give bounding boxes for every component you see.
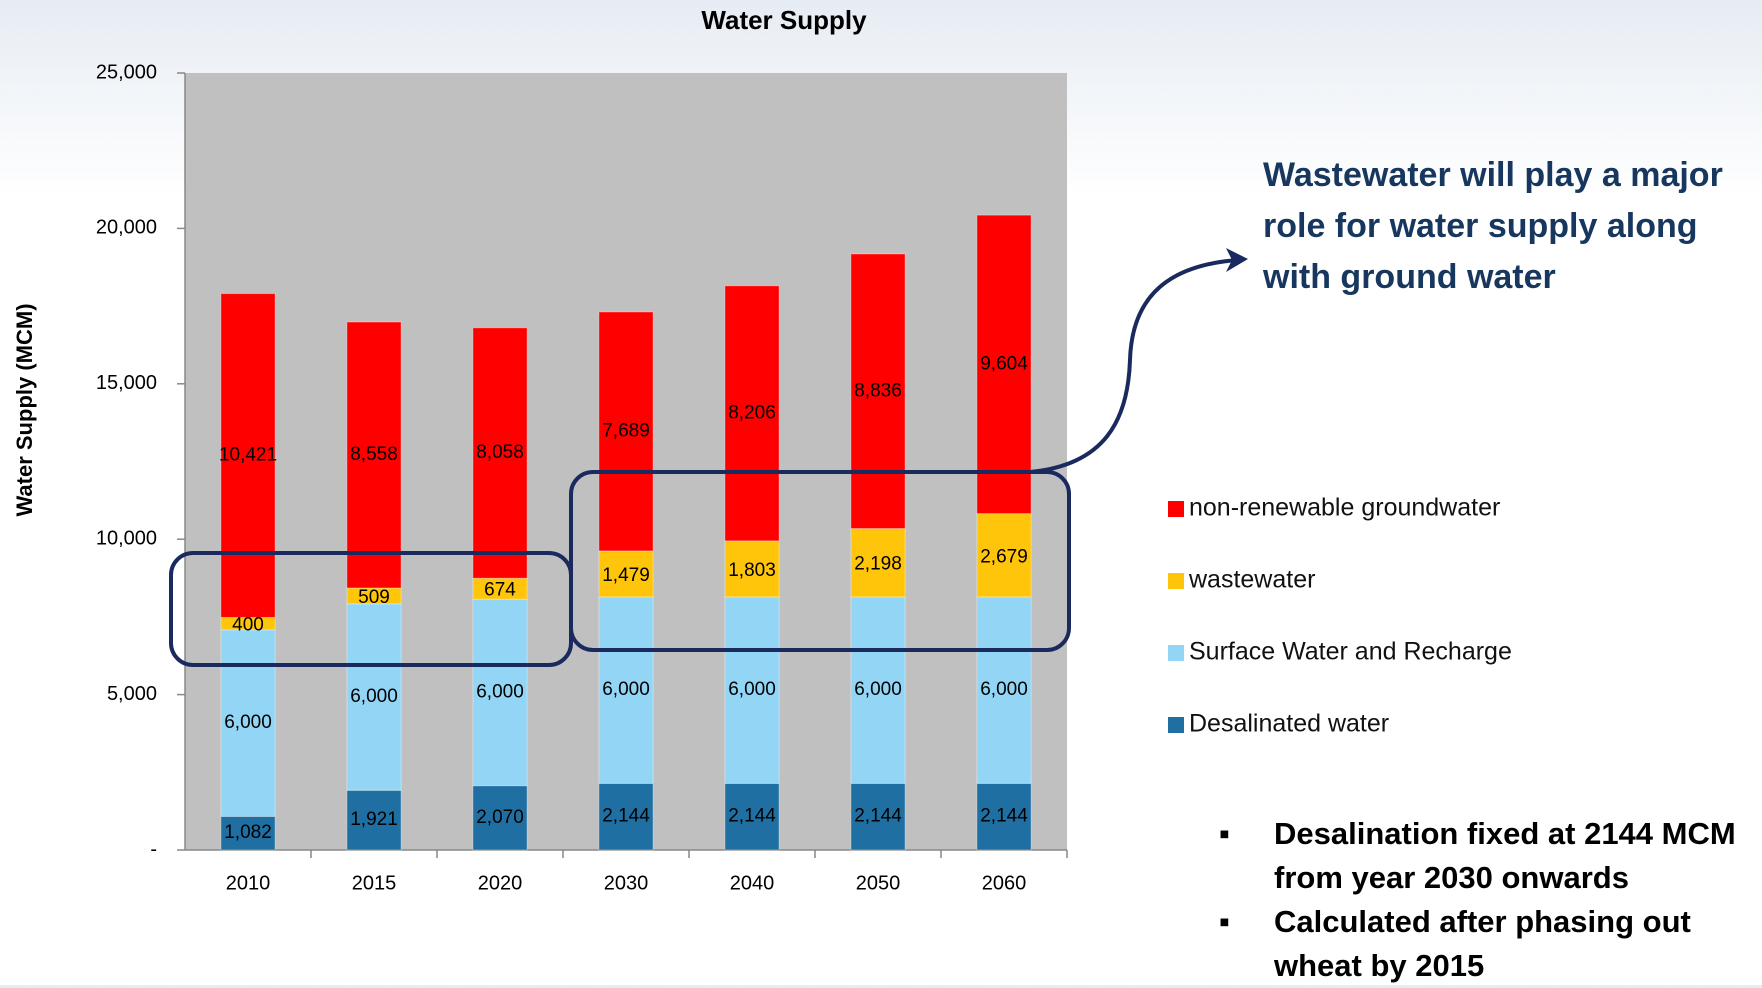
y-tick-label: 25,000: [96, 61, 157, 83]
legend-label: wastewater: [1188, 566, 1315, 594]
legend-swatch: [1168, 501, 1184, 517]
y-axis-label: Water Supply (MCM): [12, 303, 37, 516]
legend-label: Desalinated water: [1189, 710, 1389, 738]
annotation: Wastewater will play a major role for wa…: [1263, 156, 1723, 296]
x-tick-label: 2010: [226, 872, 271, 894]
bullet: Calculated after phasing out wheat by 20…: [1219, 900, 1754, 988]
bar-segment: [346, 789, 402, 851]
legend-label: Surface Water and Recharge: [1189, 638, 1512, 666]
data-label: 2,679: [980, 546, 1028, 567]
data-label: 674: [484, 580, 516, 601]
data-label: 6,000: [602, 679, 650, 700]
legend-swatch: [1168, 717, 1184, 733]
arrow: [1029, 258, 1239, 474]
y-tick-label: 20,000: [96, 217, 157, 239]
data-label: 8,206: [728, 402, 776, 423]
y-tick-label: 15,000: [96, 372, 157, 394]
bar-segment: [346, 603, 402, 791]
data-label: 1,082: [224, 822, 272, 843]
bar-segment: [850, 782, 906, 851]
legend-label: non-renewable groundwater: [1189, 494, 1500, 522]
data-label: 10,421: [219, 445, 277, 466]
x-tick-label: 2020: [478, 872, 523, 894]
data-label: 1,921: [350, 809, 398, 830]
bar-segment: [598, 596, 654, 784]
x-tick-label: 2030: [604, 872, 649, 894]
data-label: 7,689: [602, 420, 650, 441]
data-label: 8,058: [476, 442, 524, 463]
data-label: 8,836: [854, 380, 902, 401]
bar-segment: [472, 598, 528, 787]
x-tick-label: 2060: [982, 872, 1027, 894]
bar-segment: [724, 596, 780, 784]
data-label: 2,144: [602, 806, 650, 827]
arrow-head: [1226, 248, 1248, 272]
data-label: 6,000: [854, 679, 902, 700]
data-label: 400: [232, 615, 264, 636]
chart-title: Water Supply: [701, 5, 867, 35]
data-label: 6,000: [350, 686, 398, 707]
y-tick-label: 5,000: [107, 683, 157, 705]
bar-segment: [976, 782, 1032, 851]
bar-segment: [598, 782, 654, 851]
data-label: 6,000: [224, 712, 272, 733]
legend-swatch: [1168, 645, 1184, 661]
bar-segment: [724, 782, 780, 851]
data-label: 8,558: [350, 444, 398, 465]
bar-segment: [220, 293, 276, 618]
bar-segment: [850, 528, 906, 598]
bullet: Desalination fixed at 2144 MCM from year…: [1219, 812, 1754, 900]
y-tick-label: -: [150, 838, 157, 860]
legend-swatch: [1168, 573, 1184, 589]
bar-segment: [220, 815, 276, 851]
data-label: 2,144: [854, 806, 902, 827]
data-label: 6,000: [980, 679, 1028, 700]
data-label: 1,479: [602, 565, 650, 586]
x-tick-label: 2050: [856, 872, 901, 894]
highlight-box: [569, 470, 1071, 652]
data-label: 1,803: [728, 560, 776, 581]
bar-segment: [724, 285, 780, 542]
x-tick-label: 2015: [352, 872, 397, 894]
data-label: 2,144: [980, 806, 1028, 827]
bar-segment: [976, 214, 1032, 515]
bar-segment: [346, 321, 402, 589]
bar-segment: [472, 785, 528, 851]
bar-segment: [598, 550, 654, 598]
x-tick-label: 2040: [730, 872, 775, 894]
bar-segment: [598, 311, 654, 552]
data-label: 2,070: [476, 807, 524, 828]
bar-segment: [472, 327, 528, 579]
bar-segment: [850, 253, 906, 530]
data-label: 2,198: [854, 554, 902, 575]
bullet-list: Desalination fixed at 2144 MCM from year…: [1219, 812, 1754, 988]
y-tick-label: 10,000: [96, 527, 157, 549]
data-label: 2,144: [728, 806, 776, 827]
data-label: 6,000: [728, 679, 776, 700]
data-label: 6,000: [476, 681, 524, 702]
data-label: 509: [358, 587, 390, 608]
data-label: 9,604: [980, 353, 1028, 374]
bar-segment: [724, 540, 780, 598]
